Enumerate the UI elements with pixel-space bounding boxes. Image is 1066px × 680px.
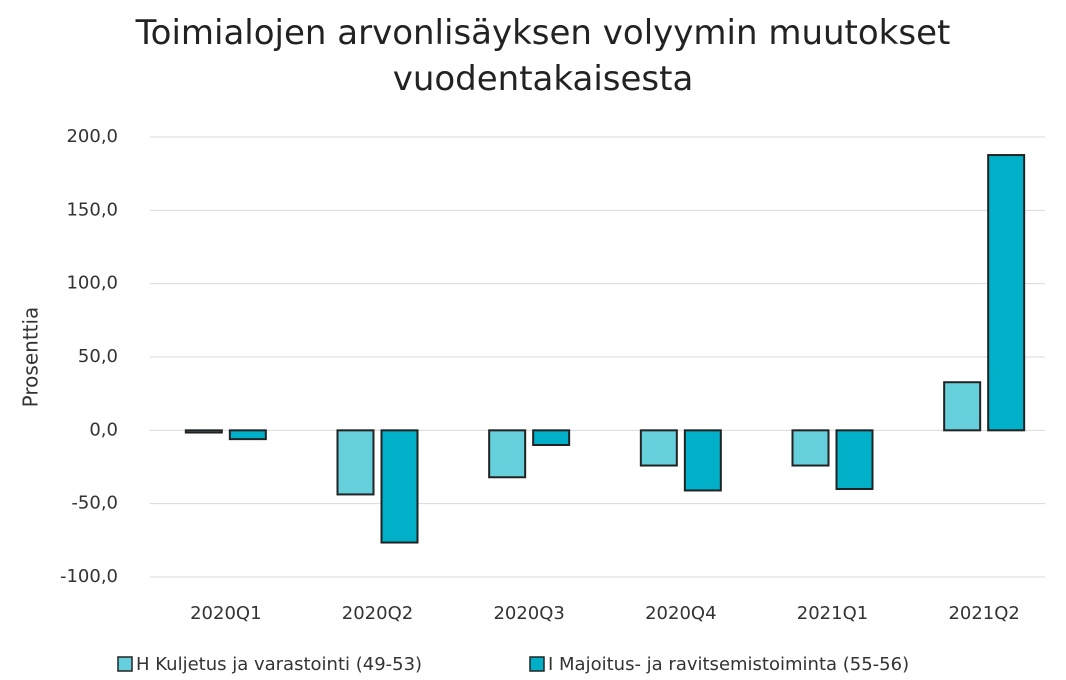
y-tick-label: -50,0: [71, 493, 118, 514]
x-tick-label: 2020Q1: [190, 603, 261, 624]
legend-swatch: [117, 656, 133, 672]
y-tick-label: 50,0: [78, 346, 118, 367]
bar: [380, 429, 419, 544]
x-tick-label: 2020Q4: [645, 603, 716, 624]
legend-label: H Kuljetus ja varastointi (49-53): [136, 654, 422, 675]
bar: [184, 429, 223, 434]
x-tick-label: 2020Q2: [342, 603, 413, 624]
chart-title: Toimialojen arvonlisäyksen volyymin muut…: [135, 13, 951, 99]
y-tick-label: -100,0: [60, 566, 118, 587]
y-tick-label: 100,0: [66, 273, 118, 294]
bar: [336, 429, 375, 496]
y-axis-label: Prosenttia: [19, 307, 43, 408]
x-tick-label: 2021Q2: [948, 603, 1019, 624]
y-tick-label: 0,0: [89, 419, 118, 440]
bar: [639, 429, 678, 467]
bar: [835, 429, 874, 491]
y-tick-label: 150,0: [66, 199, 118, 220]
bar: [987, 154, 1026, 432]
legend-label: I Majoitus- ja ravitsemistoiminta (55-56…: [548, 654, 909, 675]
bar: [488, 429, 527, 479]
x-tick-label: 2021Q1: [797, 603, 868, 624]
y-tick-label: 200,0: [66, 126, 118, 147]
bar: [943, 381, 982, 432]
bar: [228, 429, 267, 441]
legend-swatch: [529, 656, 545, 672]
bar: [683, 429, 722, 492]
x-tick-label: 2020Q3: [493, 603, 564, 624]
bar: [791, 429, 830, 467]
bar: [532, 429, 571, 447]
